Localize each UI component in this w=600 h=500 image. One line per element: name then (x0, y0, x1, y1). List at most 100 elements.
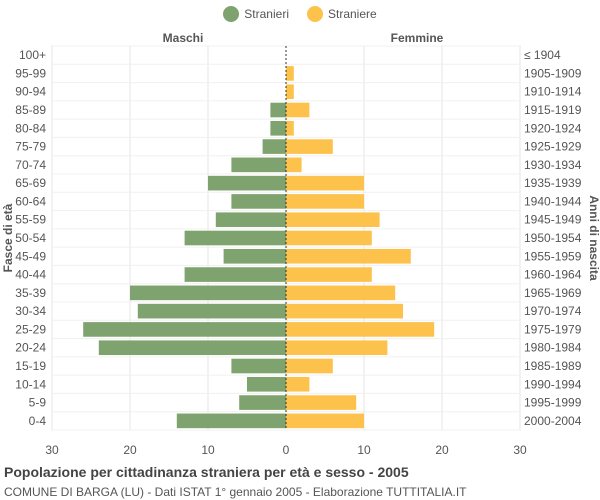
age-group-label: 100+ (19, 48, 46, 62)
birth-year-label: 1915-1919 (524, 103, 582, 117)
age-group-label: 65-69 (15, 176, 46, 190)
bar-male (247, 376, 286, 392)
bar-male (231, 358, 286, 374)
bar-female (286, 322, 435, 337)
birth-year-label: 1990-1994 (524, 377, 582, 391)
age-group-label: 35-39 (15, 286, 46, 300)
population-pyramid-chart: 30 20 10 0 10 20 30 Maschi Femmine 100+ ≤ 1904 95-9… (1, 31, 600, 457)
bar-male (223, 248, 286, 264)
bar-female (286, 358, 333, 374)
bar-female (286, 395, 357, 410)
age-group-label: 70-74 (15, 158, 46, 172)
bar-female (286, 303, 403, 319)
bar-male (215, 212, 286, 228)
birth-year-label: 1950-1954 (524, 231, 582, 245)
x-tick-label: 20 (123, 443, 137, 457)
chart-subtitle: COMUNE DI BARGA (LU) - Dati ISTAT 1° gen… (4, 485, 467, 499)
age-group-label: 90-94 (15, 85, 46, 99)
chart-title: Popolazione per cittadinanza straniera p… (4, 464, 409, 480)
bar-female (286, 376, 310, 392)
age-group-label: 30-34 (15, 304, 46, 318)
bar-male (239, 395, 286, 410)
x-tick-label: 10 (201, 443, 215, 457)
bar-male (270, 120, 286, 136)
x-tick-label: 10 (357, 443, 371, 457)
age-group-label: 80-84 (15, 121, 46, 135)
birth-year-label: 1930-1934 (524, 158, 582, 172)
bar-female (286, 230, 372, 246)
age-group-label: 85-89 (15, 103, 46, 117)
y-axis-title-left: Fasce di età (1, 203, 15, 272)
bar-male (176, 413, 286, 429)
bar-female (286, 285, 396, 301)
y-axis-title-right: Anni di nascita (587, 195, 600, 281)
birth-year-label: 1940-1944 (524, 194, 582, 208)
bar-male (262, 139, 286, 154)
legend-swatch-straniere (306, 6, 323, 22)
legend-item-stranieri[interactable]: Stranieri (223, 6, 289, 22)
bar-female (286, 66, 294, 81)
age-group-label: 15-19 (15, 359, 46, 373)
age-group-label: 20-24 (15, 341, 46, 355)
age-group-label: 55-59 (15, 213, 46, 227)
age-group-label: 25-29 (15, 322, 46, 336)
birth-year-label: 1935-1939 (524, 176, 582, 190)
birth-year-label: 1965-1969 (524, 286, 582, 300)
birth-year-label: ≤ 1904 (524, 48, 561, 62)
bar-female (286, 194, 364, 209)
bar-female (286, 267, 372, 282)
birth-year-label: 2000-2004 (524, 414, 582, 428)
bar-male (137, 303, 286, 319)
age-group-label: 0-4 (29, 414, 47, 428)
age-group-label: 45-49 (15, 249, 46, 263)
birth-year-label: 1925-1929 (524, 140, 582, 154)
birth-year-label: 1945-1949 (524, 213, 582, 227)
bar-female (286, 212, 380, 228)
bar-female (286, 139, 333, 154)
right-header: Femmine (391, 31, 444, 45)
legend-label-straniere: Straniere (327, 7, 377, 21)
left-header: Maschi (163, 31, 204, 45)
birth-year-label: 1980-1984 (524, 341, 582, 355)
x-tick-label: 30 (45, 443, 59, 457)
age-group-label: 95-99 (15, 66, 46, 80)
birth-year-label: 1905-1909 (524, 66, 582, 80)
age-group-label: 75-79 (15, 140, 46, 154)
age-group-label: 50-54 (15, 231, 46, 245)
birth-year-label: 1955-1959 (524, 249, 582, 263)
bar-male (130, 285, 286, 301)
bar-male (208, 175, 286, 191)
bar-male (231, 194, 286, 209)
birth-year-label: 1960-1964 (524, 268, 582, 282)
legend-label-stranieri: Stranieri (244, 7, 289, 21)
birth-year-label: 1920-1924 (524, 121, 582, 135)
bar-female (286, 102, 310, 118)
bar-male (83, 322, 286, 337)
birth-year-label: 1910-1914 (524, 85, 582, 99)
age-group-label: 60-64 (15, 194, 46, 208)
x-tick-label: 30 (513, 443, 527, 457)
bar-female (286, 340, 388, 356)
birth-year-label: 1970-1974 (524, 304, 582, 318)
age-group-label: 5-9 (29, 396, 47, 410)
bar-male (184, 230, 286, 246)
bar-male (231, 157, 286, 173)
bar-male (270, 102, 286, 118)
x-tick-label: 0 (283, 443, 290, 457)
age-group-label: 10-14 (15, 377, 46, 391)
birth-year-label: 1995-1999 (524, 396, 582, 410)
bar-female (286, 120, 294, 136)
bar-female (286, 175, 364, 191)
birth-year-label: 1975-1979 (524, 322, 582, 336)
bar-female (286, 84, 294, 100)
legend-item-straniere[interactable]: Straniere (306, 6, 377, 22)
bar-male (184, 267, 286, 282)
age-group-label: 40-44 (15, 268, 46, 282)
birth-year-label: 1985-1989 (524, 359, 582, 373)
x-tick-label: 20 (435, 443, 449, 457)
bar-female (286, 157, 302, 173)
bar-female (286, 248, 411, 264)
legend: Stranieri Straniere (0, 6, 600, 22)
bar-male (98, 340, 286, 356)
legend-swatch-stranieri (223, 6, 240, 22)
